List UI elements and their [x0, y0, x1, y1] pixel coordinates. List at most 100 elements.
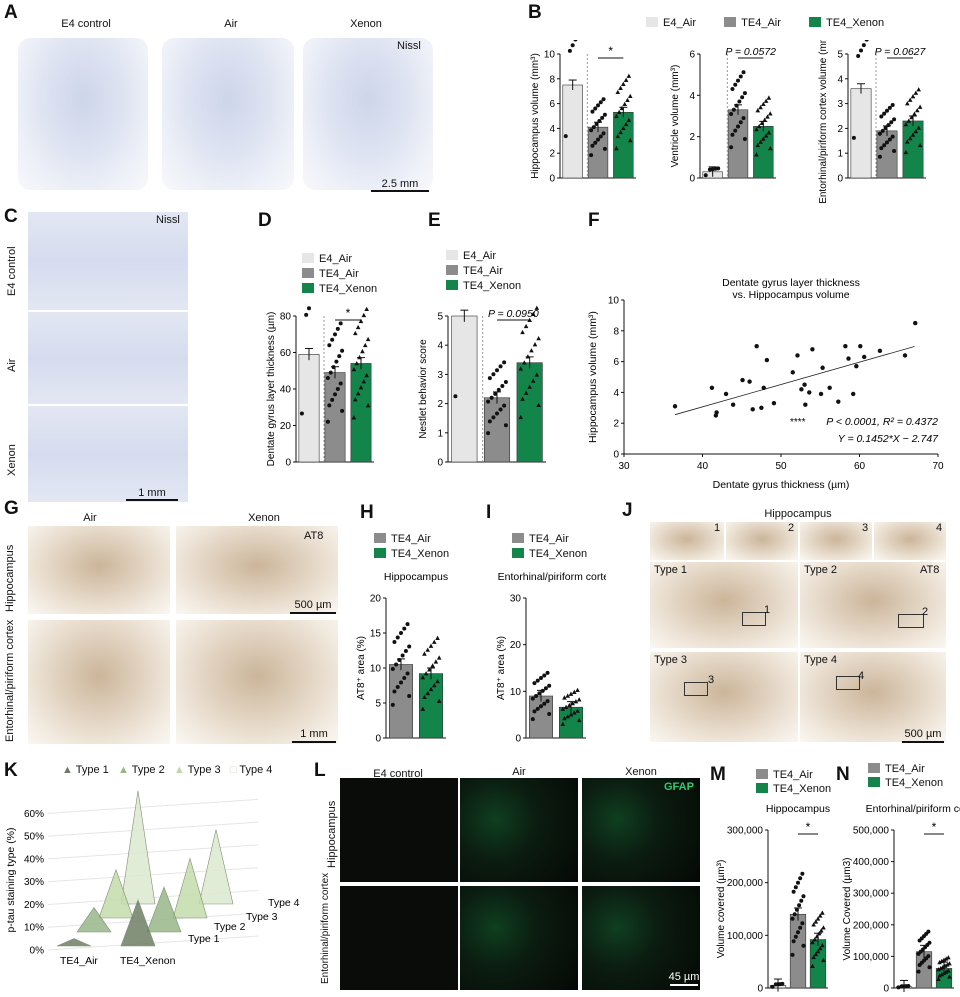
y-tick-label: 10: [608, 296, 620, 307]
data-point: [529, 348, 534, 353]
y-tick-label: 200,000: [853, 920, 890, 931]
scale-label: 2.5 mm: [381, 178, 419, 190]
y-tick-label: 5: [837, 50, 843, 61]
data-point: [568, 712, 574, 717]
legend-label: TE4_Air: [391, 533, 431, 545]
significance-label: *: [806, 820, 811, 834]
data-point: [877, 131, 882, 136]
data-point: [882, 143, 887, 148]
y-tick-label: 5: [437, 312, 443, 323]
data-point: [731, 107, 736, 112]
y-tick-label: 0: [375, 734, 381, 743]
data-point: [916, 969, 921, 974]
y-tick-label: 100,000: [727, 931, 764, 942]
legend-d: E4_Air TE4_Air TE4_Xenon: [302, 252, 377, 297]
panel-letter-l: L: [314, 760, 326, 781]
y-tick-label: 300,000: [853, 889, 890, 900]
data-point: [703, 173, 708, 178]
scatter-point: [820, 365, 825, 370]
depth-axis-label: Type 2: [214, 921, 246, 933]
data-point: [365, 403, 371, 408]
x-category-label: TE4_Xenon: [120, 955, 176, 967]
data-point: [487, 419, 492, 424]
data-point: [435, 678, 440, 684]
data-point: [801, 894, 806, 899]
gfap-cortex-xenon: [582, 886, 700, 990]
y-tick-label: 0: [689, 174, 695, 185]
scatter-point: [807, 390, 812, 395]
data-point: [796, 880, 800, 885]
row-label-hippocampus-g: Hippocampus: [4, 544, 16, 612]
legend-swatch: [374, 548, 386, 558]
crop-label-4: 4: [936, 522, 943, 534]
legend-label: TE4_Xenon: [885, 777, 944, 789]
legend-marker-type4: □: [229, 764, 237, 776]
y-tick-label: 0: [613, 450, 619, 461]
legend-swatch: [446, 280, 458, 290]
y-tick-label: 4: [437, 341, 443, 352]
legend-label-te4-air: TE4_Air: [741, 17, 781, 29]
data-point: [530, 717, 535, 722]
crop-label-3: 3: [862, 522, 869, 534]
data-point: [335, 386, 340, 391]
data-point: [405, 671, 410, 676]
scatter-point: [858, 344, 863, 349]
scale-bar-g-top: [290, 612, 336, 614]
data-point: [917, 938, 922, 943]
data-point: [758, 104, 763, 110]
depth-axis-label: Type 1: [188, 933, 220, 945]
y-tick-label: 20: [280, 421, 292, 432]
scatter-point: [750, 407, 755, 412]
type2-section: [800, 562, 946, 648]
scatter-point: [877, 348, 883, 354]
legend-label: TE4_Xenon: [319, 283, 378, 295]
data-point: [560, 706, 566, 711]
data-point: [910, 132, 916, 137]
data-point: [594, 122, 599, 127]
data-point: [597, 118, 602, 123]
data-point: [500, 383, 505, 388]
y-axis-title: Volume covered (µm³): [716, 860, 727, 959]
data-point: [358, 318, 364, 324]
nissl-section-xenon: [303, 38, 433, 190]
data-point: [576, 717, 582, 723]
y-tick-label: 10%: [24, 923, 44, 934]
data-point: [358, 385, 364, 390]
y-tick-label: 10: [510, 687, 522, 698]
data-point: [763, 133, 769, 138]
legend-label: TE4_Xenon: [463, 280, 522, 292]
significance-label: *: [932, 820, 937, 834]
legend-e: E4_Air TE4_Air TE4_Xenon: [446, 249, 521, 294]
bar: [298, 354, 320, 463]
chart-subtitle: vs. Hippocampus volume: [732, 289, 849, 301]
data-point: [542, 701, 547, 706]
scatter-point: [713, 413, 719, 418]
data-point: [856, 53, 861, 58]
data-point: [730, 86, 735, 91]
data-point: [741, 116, 746, 121]
data-point: [498, 364, 503, 369]
data-point: [537, 691, 542, 696]
data-point: [903, 121, 909, 127]
y-axis-title: Entorhinal/piriform cortex volume (mm³): [818, 40, 829, 204]
panel-letter-a: A: [4, 2, 18, 23]
data-point: [619, 105, 625, 111]
panel-letter-i: I: [486, 502, 492, 523]
data-point: [364, 372, 369, 378]
y-tick-label: 0: [757, 984, 763, 993]
scatter-point: [810, 347, 815, 352]
panel-letter-f: F: [588, 210, 600, 231]
data-point: [589, 128, 594, 133]
data-point: [810, 940, 815, 945]
legend-swatch: [512, 533, 524, 543]
data-point: [573, 699, 579, 704]
crop-1: [650, 522, 724, 560]
pyramid: [198, 829, 234, 905]
data-point: [887, 105, 892, 110]
col-label-e4-control-l: E4 control: [373, 768, 423, 780]
legend-swatch: [302, 253, 314, 263]
bar: [727, 109, 749, 179]
panel-letter-h: H: [360, 502, 374, 523]
data-point: [730, 132, 735, 137]
data-point: [430, 663, 435, 668]
